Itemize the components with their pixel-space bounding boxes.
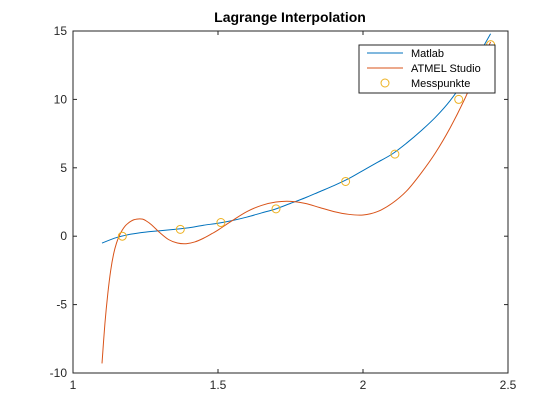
data-point <box>117 231 127 241</box>
axes: 1 1.5 2 2.5 -10 -5 0 5 10 15 <box>50 24 517 392</box>
series-line-matlab <box>101 33 492 244</box>
legend-label: Matlab <box>411 48 444 60</box>
chart-title: Lagrange Interpolation <box>214 9 366 25</box>
legend: Matlab ATMEL Studio Messpunkte <box>358 44 496 94</box>
legend-label: ATMEL Studio <box>411 63 481 75</box>
x-tick-label: 2 <box>360 378 367 392</box>
data-point <box>341 176 351 186</box>
data-point <box>216 218 226 228</box>
y-tick-label: 10 <box>54 92 68 106</box>
y-tick-label: 0 <box>60 229 67 243</box>
x-tick-label: 1 <box>70 378 77 392</box>
legend-label: Messpunkte <box>411 78 470 90</box>
y-tick-label: 5 <box>60 161 67 175</box>
data-point <box>175 224 185 234</box>
data-point <box>390 149 400 159</box>
data-point <box>271 204 281 214</box>
data-series <box>101 33 496 364</box>
series-line-atmel-studio <box>101 41 492 364</box>
x-tick-label: 1.5 <box>210 378 227 392</box>
y-tick-label: 15 <box>54 24 68 38</box>
data-point <box>454 94 464 104</box>
y-tick-label: -5 <box>56 298 67 312</box>
x-tick-label: 2.5 <box>500 378 517 392</box>
plot-frame <box>72 30 509 374</box>
legend-swatch <box>380 78 390 88</box>
y-tick-label: -10 <box>50 366 68 380</box>
